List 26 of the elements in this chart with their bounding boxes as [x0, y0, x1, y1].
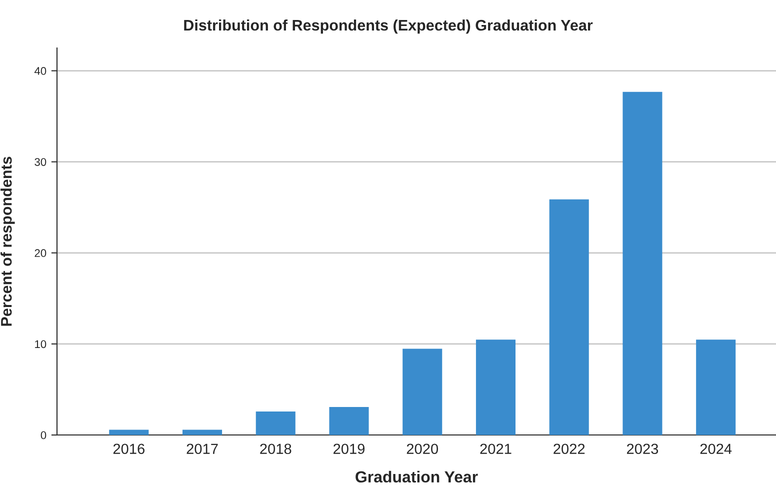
y-axis-title: Percent of respondents [0, 156, 15, 326]
x-tick-label: 2016 [113, 444, 144, 454]
x-tick-label: 2018 [260, 444, 292, 454]
x-tick-label: 2021 [480, 444, 512, 454]
bar [476, 340, 516, 435]
x-tick-label: 2019 [334, 444, 365, 454]
y-tick-label: 10 [35, 340, 46, 348]
bar [549, 199, 589, 435]
x-tick-label: 2017 [186, 444, 218, 454]
bar [109, 430, 149, 435]
y-tick-label: 20 [34, 249, 46, 258]
x-tick-label: 2020 [406, 444, 438, 454]
chart-title: Distribution of Respondents (Expected) Graduation Year [184, 19, 593, 34]
y-tick-label: 0 [40, 431, 46, 440]
x-tick-label: 2022 [554, 444, 585, 454]
x-axis-title: Graduation Year [356, 470, 478, 483]
x-tick-label: 2024 [700, 444, 732, 454]
bar [256, 412, 296, 435]
bar [696, 340, 736, 435]
y-tick-label: 30 [34, 158, 46, 166]
bar [182, 430, 222, 435]
bar [622, 92, 662, 435]
y-tick-label: 40 [34, 67, 46, 75]
x-tick-label: 2023 [626, 444, 658, 454]
bar [402, 348, 442, 435]
bar [329, 406, 369, 435]
